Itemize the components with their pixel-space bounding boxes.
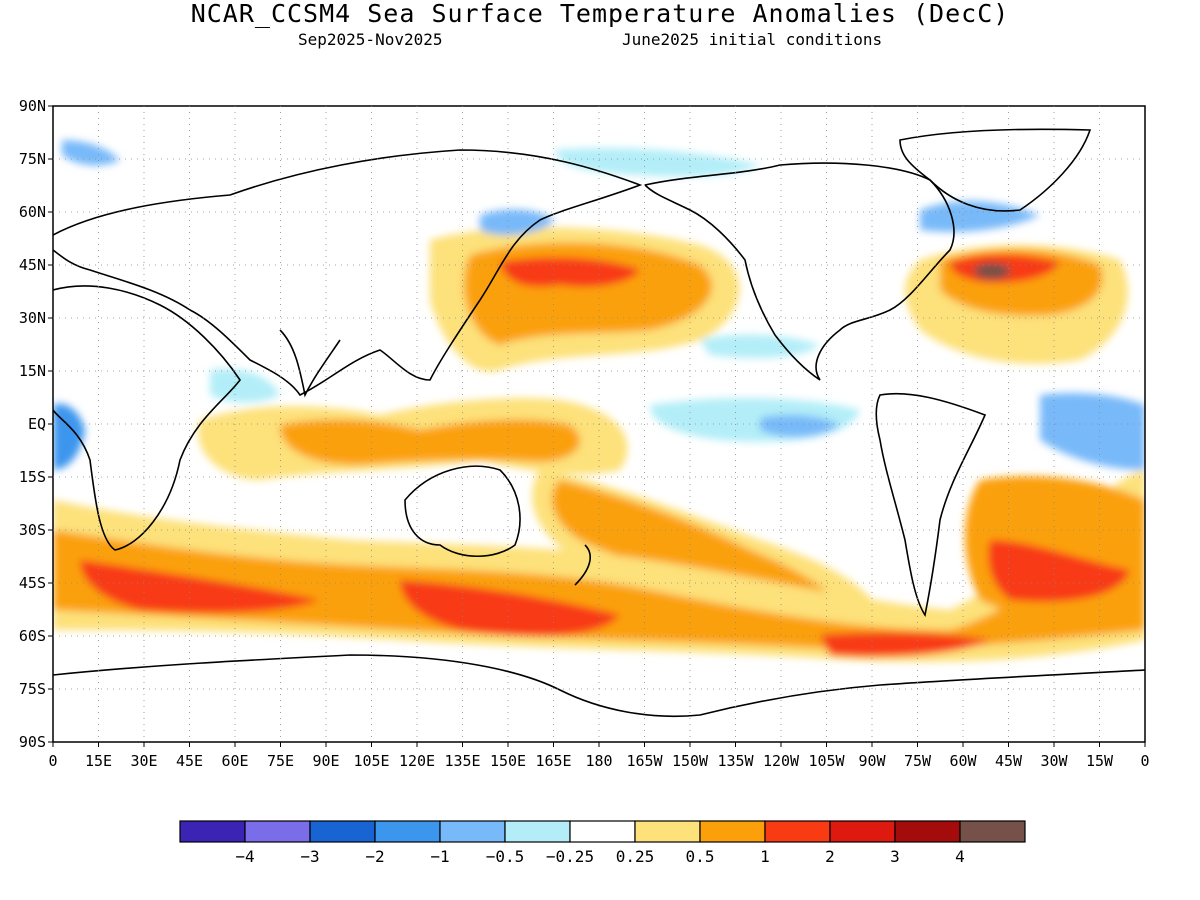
legend-label: 4 bbox=[955, 847, 965, 866]
legend-swatch bbox=[569, 820, 636, 843]
lon-tick-label: 105E bbox=[353, 752, 389, 770]
legend-label: −0.5 bbox=[486, 847, 525, 866]
lat-tick-label: 15S bbox=[19, 468, 46, 486]
lon-tick-label: 135W bbox=[717, 752, 754, 770]
legend-label: 3 bbox=[890, 847, 900, 866]
legend-label: −4 bbox=[235, 847, 254, 866]
legend-label: −0.25 bbox=[546, 847, 594, 866]
legend-swatch bbox=[504, 820, 571, 843]
legend-swatch bbox=[764, 820, 831, 843]
lon-tick-label: 75W bbox=[904, 752, 932, 770]
forecast-period: Sep2025-Nov2025 bbox=[298, 30, 443, 49]
lon-tick-label: 0 bbox=[48, 752, 57, 770]
legend-swatch bbox=[244, 820, 311, 843]
legend-swatch bbox=[309, 820, 376, 843]
legend-swatch bbox=[829, 820, 896, 843]
lat-tick-label: 90S bbox=[19, 733, 46, 751]
longitude-axis: 0 15E 30E 45E 60E 75E 90E 105E 120E 135E 150E 165E 1… bbox=[48, 742, 1150, 770]
lon-tick-label: 90E bbox=[312, 752, 339, 770]
lat-tick-label: 30S bbox=[19, 521, 46, 539]
legend-label: −1 bbox=[430, 847, 449, 866]
lat-tick-label: 75S bbox=[19, 680, 46, 698]
lat-tick-label: EQ bbox=[28, 415, 46, 433]
lon-tick-label: 0 bbox=[1140, 752, 1149, 770]
lat-tick-label: 45N bbox=[19, 256, 46, 274]
legend-label: −2 bbox=[365, 847, 384, 866]
legend-label: 0.25 bbox=[616, 847, 655, 866]
legend-swatch bbox=[699, 820, 766, 843]
lon-tick-label: 15W bbox=[1086, 752, 1114, 770]
lon-tick-label: 105W bbox=[808, 752, 845, 770]
legend-label: −3 bbox=[300, 847, 319, 866]
lat-tick-label: 60S bbox=[19, 627, 46, 645]
lon-tick-label: 165E bbox=[535, 752, 571, 770]
lon-tick-label: 90W bbox=[858, 752, 886, 770]
lon-tick-label: 180 bbox=[585, 752, 612, 770]
legend-label: 1 bbox=[760, 847, 770, 866]
legend-swatch bbox=[439, 820, 506, 843]
coastlines bbox=[53, 128, 1145, 718]
lon-tick-label: 60W bbox=[949, 752, 977, 770]
lat-tick-label: 90N bbox=[19, 97, 46, 115]
legend-label: 2 bbox=[825, 847, 835, 866]
legend-swatch bbox=[894, 820, 961, 843]
legend-swatch bbox=[179, 820, 246, 843]
lon-tick-label: 30E bbox=[130, 752, 157, 770]
lat-tick-label: 60N bbox=[19, 203, 46, 221]
lat-tick-label: 45S bbox=[19, 574, 46, 592]
initial-conditions: June2025 initial conditions bbox=[622, 30, 883, 49]
lon-tick-label: 135E bbox=[444, 752, 480, 770]
graticule bbox=[53, 106, 1145, 742]
lon-tick-label: 120E bbox=[399, 752, 435, 770]
lon-tick-label: 45E bbox=[176, 752, 203, 770]
color-legend: −4 −3 −2 −1 −0.5 −0.25 0.25 0.5 1 2 3 4 bbox=[179, 820, 1026, 866]
legend-swatch bbox=[959, 820, 1026, 843]
latitude-axis: 90N 75N 60N 45N 30N 15N EQ 15S 30S 45S 60S 75S 90S bbox=[19, 97, 53, 751]
lon-tick-label: 60E bbox=[221, 752, 248, 770]
lon-tick-label: 150W bbox=[672, 752, 709, 770]
legend-swatch bbox=[634, 820, 701, 843]
lon-tick-label: 150E bbox=[490, 752, 526, 770]
lon-tick-label: 30W bbox=[1040, 752, 1068, 770]
lat-tick-label: 15N bbox=[19, 362, 46, 380]
legend-label: 0.5 bbox=[686, 847, 715, 866]
map-title: NCAR_CCSM4 Sea Surface Temperature Anoma… bbox=[190, 0, 1010, 28]
lon-tick-label: 45W bbox=[995, 752, 1023, 770]
lat-tick-label: 30N bbox=[19, 309, 46, 327]
lon-tick-label: 120W bbox=[763, 752, 800, 770]
lon-tick-label: 165W bbox=[626, 752, 663, 770]
lat-tick-label: 75N bbox=[19, 150, 46, 168]
legend-swatch bbox=[374, 820, 441, 843]
lon-tick-label: 15E bbox=[85, 752, 112, 770]
lon-tick-label: 75E bbox=[267, 752, 294, 770]
